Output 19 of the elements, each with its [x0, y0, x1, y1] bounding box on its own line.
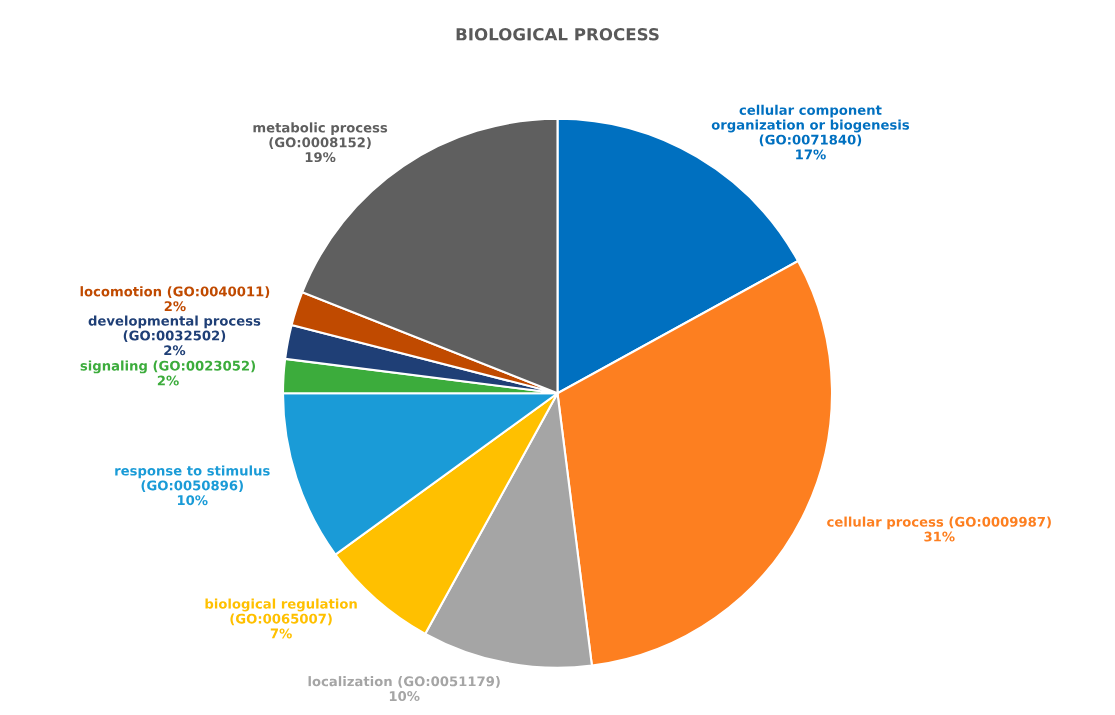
- data-label: 2%: [157, 375, 179, 386]
- slice-label: biological regulation (GO:0065007): [205, 598, 357, 626]
- data-label: 17%: [796, 149, 826, 160]
- slice-label: response to stimulus (GO:0050896): [115, 465, 270, 492]
- data-label: 19%: [305, 152, 336, 163]
- data-label: 2%: [164, 301, 186, 312]
- slice-label: cellular component organization or biogenesis (GO:0071840): [711, 104, 910, 147]
- data-label: 31%: [924, 531, 955, 542]
- slice-label: locomotion (GO:0040011): [80, 286, 270, 298]
- data-label: 10%: [389, 691, 420, 702]
- chart-title: BIOLOGICAL PROCESS: [456, 27, 659, 41]
- slice-label: signaling (GO:0023052): [80, 360, 256, 374]
- slice-label: metabolic process (GO:0008152): [253, 122, 388, 149]
- data-label: 10%: [177, 495, 208, 506]
- data-label: 2%: [164, 345, 186, 356]
- slice-label: localization (GO:0051179): [308, 676, 500, 688]
- slice-label: developmental process (GO:0032502): [88, 315, 261, 343]
- slice-label: cellular process (GO:0009987): [827, 516, 1051, 530]
- data-label: 7%: [270, 628, 292, 639]
